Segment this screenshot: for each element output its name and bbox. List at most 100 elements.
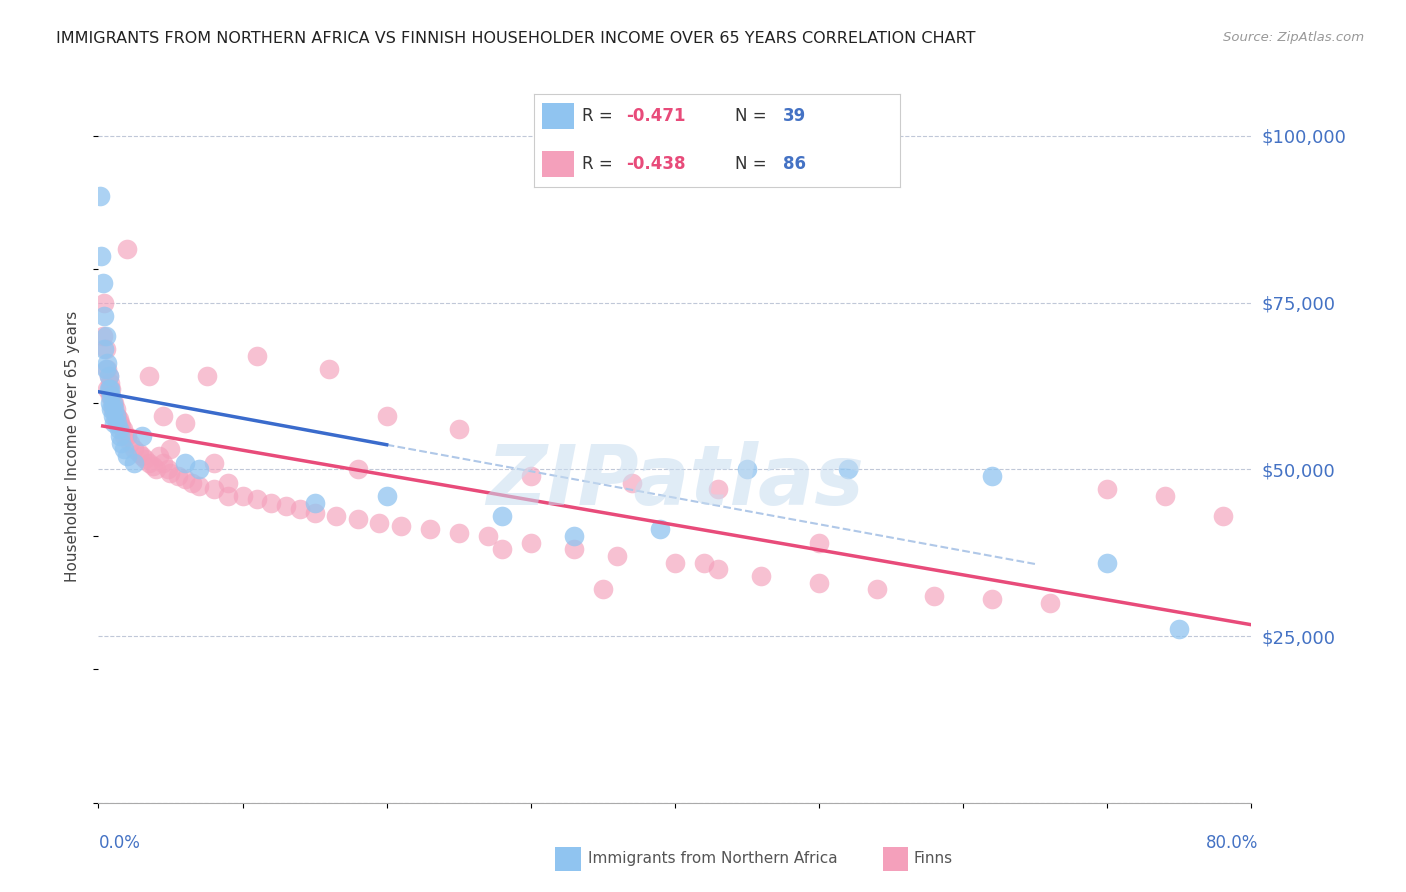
Point — [246, 349, 269, 363]
Point — [94, 343, 117, 357]
Point — [98, 376, 121, 390]
Point — [837, 462, 859, 476]
Text: 0.0%: 0.0% — [98, 834, 141, 852]
Point — [650, 522, 672, 536]
Point — [195, 368, 218, 383]
Point — [807, 535, 830, 549]
Point — [231, 489, 254, 503]
Point — [620, 475, 643, 490]
Point — [89, 189, 111, 203]
Point — [447, 525, 470, 540]
Point — [290, 502, 312, 516]
Point — [807, 575, 830, 590]
Point — [101, 402, 124, 417]
Point — [520, 535, 543, 549]
Point — [981, 592, 1004, 607]
Point — [138, 456, 160, 470]
Point — [202, 483, 225, 497]
Point — [477, 529, 499, 543]
Point — [91, 276, 114, 290]
Point — [124, 442, 146, 457]
Point — [103, 395, 125, 409]
Point — [117, 449, 139, 463]
Point — [188, 462, 211, 476]
Text: Source: ZipAtlas.com: Source: ZipAtlas.com — [1223, 31, 1364, 45]
Point — [866, 582, 889, 597]
Point — [1097, 483, 1119, 497]
Text: N =: N = — [735, 155, 766, 173]
Point — [124, 456, 146, 470]
Text: ZIPatlas: ZIPatlas — [486, 442, 863, 522]
Point — [97, 368, 120, 383]
Point — [159, 466, 181, 480]
Point — [112, 429, 135, 443]
Point — [166, 469, 188, 483]
Point — [375, 489, 398, 503]
Point — [346, 512, 368, 526]
Text: -0.471: -0.471 — [626, 107, 685, 125]
Point — [520, 469, 543, 483]
Point — [202, 456, 225, 470]
Point — [318, 362, 340, 376]
Point — [93, 295, 115, 310]
Point — [1038, 596, 1062, 610]
Point — [181, 475, 204, 490]
Point — [447, 422, 470, 436]
Point — [104, 402, 127, 417]
Point — [491, 509, 513, 524]
Text: N =: N = — [735, 107, 766, 125]
Point — [103, 416, 125, 430]
Point — [707, 562, 730, 576]
Text: 80.0%: 80.0% — [1206, 834, 1258, 852]
Point — [117, 242, 139, 256]
Point — [101, 395, 124, 409]
Point — [664, 556, 686, 570]
Point — [142, 458, 165, 473]
Point — [134, 452, 156, 467]
Point — [94, 362, 117, 376]
Point — [693, 556, 716, 570]
Point — [107, 422, 129, 436]
Point — [98, 389, 121, 403]
Point — [131, 449, 153, 463]
Point — [101, 409, 124, 423]
Point — [1212, 509, 1234, 524]
Point — [108, 416, 131, 430]
Point — [131, 429, 153, 443]
Point — [105, 409, 128, 423]
Point — [104, 409, 127, 423]
Point — [93, 343, 115, 357]
Point — [96, 362, 118, 376]
Point — [101, 395, 124, 409]
Point — [419, 522, 441, 536]
Point — [111, 422, 134, 436]
Point — [152, 456, 174, 470]
Point — [128, 445, 150, 459]
Point — [562, 542, 585, 557]
Point — [100, 382, 122, 396]
Point — [117, 429, 139, 443]
Point — [491, 542, 513, 557]
Point — [922, 589, 945, 603]
Text: IMMIGRANTS FROM NORTHERN AFRICA VS FINNISH HOUSEHOLDER INCOME OVER 65 YEARS CORR: IMMIGRANTS FROM NORTHERN AFRICA VS FINNI… — [56, 31, 976, 46]
Point — [97, 368, 120, 383]
Point — [90, 249, 112, 263]
Point — [217, 475, 239, 490]
Point — [138, 368, 160, 383]
Bar — [541, 152, 575, 177]
Text: Immigrants from Northern Africa: Immigrants from Northern Africa — [588, 852, 838, 866]
Text: Finns: Finns — [914, 852, 953, 866]
Point — [304, 506, 326, 520]
Text: R =: R = — [582, 155, 613, 173]
Point — [217, 489, 239, 503]
Point — [94, 329, 117, 343]
Point — [1153, 489, 1175, 503]
Point — [368, 516, 391, 530]
Point — [274, 499, 297, 513]
Point — [152, 409, 174, 423]
Point — [100, 389, 122, 403]
Point — [110, 435, 132, 450]
Bar — [541, 103, 575, 128]
Point — [735, 462, 758, 476]
Point — [108, 429, 131, 443]
